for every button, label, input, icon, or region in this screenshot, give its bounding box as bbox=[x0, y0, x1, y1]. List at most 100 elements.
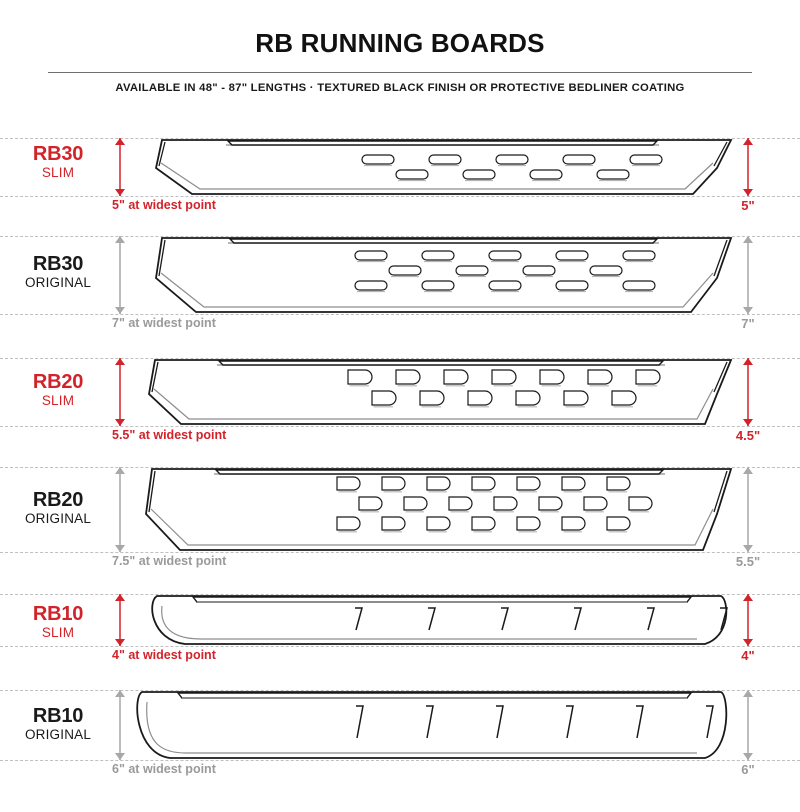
arrow-shaft bbox=[747, 236, 749, 314]
arrow-head-up bbox=[743, 690, 753, 697]
arrow-head-up bbox=[743, 594, 753, 601]
arrow-head-up bbox=[743, 358, 753, 365]
arrow-head-up bbox=[115, 236, 125, 243]
arrow-head-down bbox=[743, 419, 753, 426]
variant-name: ORIGINAL bbox=[24, 511, 92, 526]
height-label: 5" bbox=[741, 198, 755, 213]
arrow-shaft bbox=[119, 467, 121, 552]
product-label-rb30-original[interactable]: RB30 ORIGINAL bbox=[8, 254, 108, 292]
model-name: RB20 bbox=[32, 371, 84, 393]
model-name: RB30 bbox=[32, 143, 84, 165]
height-dimension-arrow bbox=[741, 138, 755, 196]
guide-line-bottom bbox=[0, 196, 800, 197]
arrow-head-up bbox=[743, 138, 753, 145]
guide-line-bottom bbox=[0, 646, 800, 647]
arrow-shaft bbox=[119, 690, 121, 760]
variant-name: ORIGINAL bbox=[24, 275, 92, 290]
arrow-shaft bbox=[747, 690, 749, 760]
arrow-head-down bbox=[115, 545, 125, 552]
width-dimension-arrow bbox=[113, 594, 127, 646]
height-dimension-arrow bbox=[741, 236, 755, 314]
arrow-head-down bbox=[743, 639, 753, 646]
height-label: 5.5" bbox=[735, 554, 761, 569]
page-title: RB RUNNING BOARDS bbox=[255, 28, 545, 58]
arrow-shaft bbox=[747, 594, 749, 646]
guide-line-bottom bbox=[0, 314, 800, 315]
arrow-shaft bbox=[747, 138, 749, 196]
variant-name: SLIM bbox=[41, 393, 75, 408]
arrow-shaft bbox=[747, 358, 749, 426]
arrow-head-down bbox=[743, 307, 753, 314]
guide-line-bottom bbox=[0, 426, 800, 427]
product-label-rb10-original[interactable]: RB10 ORIGINAL bbox=[8, 706, 108, 744]
guide-line-top bbox=[0, 236, 800, 237]
height-dimension-arrow bbox=[741, 594, 755, 646]
product-row-list: RB30 SLIM 5" at widest point 5" RB30 ORIGINAL… bbox=[0, 12, 800, 812]
guide-line-top bbox=[0, 467, 800, 468]
width-caption: 5.5" at widest point bbox=[112, 428, 227, 442]
arrow-head-up bbox=[115, 138, 125, 145]
model-name: RB10 bbox=[32, 603, 84, 625]
model-name: RB10 bbox=[32, 705, 84, 727]
arrow-shaft bbox=[119, 358, 121, 426]
running-board-illustration[interactable] bbox=[150, 236, 733, 314]
arrow-head-down bbox=[115, 189, 125, 196]
height-label: 6" bbox=[741, 762, 755, 777]
arrow-shaft bbox=[119, 236, 121, 314]
guide-line-top bbox=[0, 138, 800, 139]
running-board-illustration[interactable] bbox=[143, 594, 733, 646]
arrow-shaft bbox=[119, 138, 121, 196]
arrow-head-up bbox=[115, 358, 125, 365]
width-dimension-arrow bbox=[113, 138, 127, 196]
guide-line-top bbox=[0, 358, 800, 359]
arrow-head-down bbox=[743, 753, 753, 760]
height-label: 4.5" bbox=[735, 428, 761, 443]
arrow-head-down bbox=[743, 189, 753, 196]
running-board-illustration[interactable] bbox=[128, 690, 733, 760]
model-name: RB20 bbox=[32, 489, 84, 511]
guide-line-bottom bbox=[0, 760, 800, 761]
model-name: RB30 bbox=[32, 253, 84, 275]
running-board-illustration[interactable] bbox=[150, 138, 733, 196]
arrow-shaft bbox=[747, 467, 749, 552]
arrow-head-down bbox=[115, 753, 125, 760]
arrow-head-up bbox=[115, 690, 125, 697]
product-label-rb20-original[interactable]: RB20 ORIGINAL bbox=[8, 490, 108, 528]
product-label-rb30-slim[interactable]: RB30 SLIM bbox=[8, 144, 108, 182]
variant-name: ORIGINAL bbox=[24, 727, 92, 742]
arrow-head-up bbox=[115, 594, 125, 601]
arrow-head-up bbox=[743, 236, 753, 243]
header-divider bbox=[48, 72, 752, 73]
width-caption: 5" at widest point bbox=[112, 198, 216, 212]
arrow-head-down bbox=[115, 419, 125, 426]
arrow-head-up bbox=[743, 467, 753, 474]
running-board-illustration[interactable] bbox=[143, 358, 733, 426]
width-caption: 4" at widest point bbox=[112, 648, 216, 662]
height-dimension-arrow bbox=[741, 467, 755, 552]
arrow-head-up bbox=[115, 467, 125, 474]
header-subtitle: AVAILABLE IN 48" - 87" LENGTHS · TEXTURE… bbox=[115, 82, 685, 94]
height-dimension-arrow bbox=[741, 358, 755, 426]
arrow-head-down bbox=[115, 639, 125, 646]
guide-line-top bbox=[0, 594, 800, 595]
variant-name: SLIM bbox=[41, 625, 75, 640]
arrow-shaft bbox=[119, 594, 121, 646]
product-label-rb10-slim[interactable]: RB10 SLIM bbox=[8, 604, 108, 642]
guide-line-top bbox=[0, 690, 800, 691]
width-dimension-arrow bbox=[113, 236, 127, 314]
arrow-head-down bbox=[115, 307, 125, 314]
width-caption: 6" at widest point bbox=[112, 762, 216, 776]
guide-line-bottom bbox=[0, 552, 800, 553]
height-dimension-arrow bbox=[741, 690, 755, 760]
running-board-illustration[interactable] bbox=[140, 467, 733, 552]
width-dimension-arrow bbox=[113, 358, 127, 426]
width-caption: 7" at widest point bbox=[112, 316, 216, 330]
header: RB RUNNING BOARDS AVAILABLE IN 48" - 87"… bbox=[0, 0, 800, 94]
width-dimension-arrow bbox=[113, 690, 127, 760]
width-dimension-arrow bbox=[113, 467, 127, 552]
height-label: 7" bbox=[741, 316, 755, 331]
height-label: 4" bbox=[741, 648, 755, 663]
product-label-rb20-slim[interactable]: RB20 SLIM bbox=[8, 372, 108, 410]
width-caption: 7.5" at widest point bbox=[112, 554, 227, 568]
